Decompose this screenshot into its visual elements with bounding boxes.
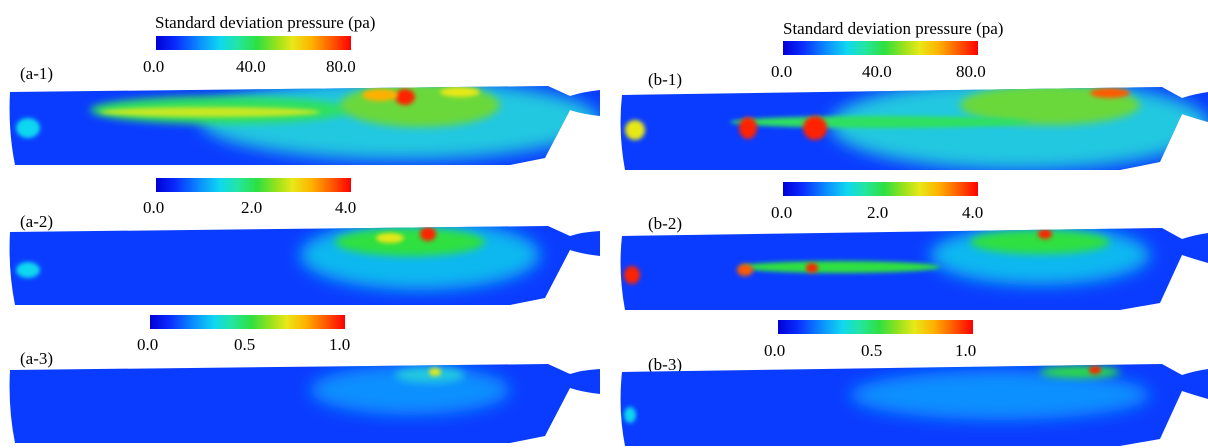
tick-label: 80.0: [326, 57, 356, 76]
tick-label: 0.0: [771, 203, 793, 222]
colorbar-title-left: Standard deviation pressure (pa): [155, 13, 376, 32]
tick-label: 0.0: [143, 57, 165, 76]
tick-label: 0.5: [234, 335, 256, 354]
panel-label-b1: (b-1): [648, 70, 682, 89]
colorbar-a1: [156, 36, 351, 50]
tick-label: 0.5: [861, 341, 883, 360]
panel-label-a2: (a-2): [20, 212, 54, 231]
colorbar-a3: [150, 315, 345, 329]
tick-label: 1.0: [329, 335, 351, 354]
blade-a1: [9, 86, 601, 165]
blade-b1: [620, 87, 1208, 170]
panel-label-a1: (a-1): [20, 64, 54, 83]
colorbar-b1: [783, 41, 978, 55]
tick-label: 0.0: [771, 62, 793, 81]
panel-label-a3: (a-3): [20, 349, 54, 368]
tick-label: 40.0: [236, 57, 266, 76]
colorbar-a2: [156, 178, 351, 192]
tick-label: 2.0: [241, 198, 263, 217]
blade-a3: [9, 364, 601, 443]
tick-label: 80.0: [956, 62, 986, 81]
panel-label-b3: (b-3): [648, 355, 682, 374]
blade-b3: [620, 364, 1208, 446]
tick-label: 0.0: [143, 198, 165, 217]
tick-label: 4.0: [962, 203, 984, 222]
panel-label-b2: (b-2): [648, 214, 682, 233]
colorbar-b2: [783, 182, 978, 196]
tick-label: 0.0: [764, 341, 786, 360]
colorbar-b3: [778, 320, 973, 334]
tick-label: 4.0: [335, 198, 357, 217]
blade-b2: [620, 228, 1208, 310]
colorbar-title-right: Standard deviation pressure (pa): [783, 19, 1004, 38]
tick-label: 0.0: [137, 335, 159, 354]
tick-label: 2.0: [867, 203, 889, 222]
tick-label: 1.0: [955, 341, 977, 360]
blade-a2: [9, 226, 601, 305]
tick-label: 40.0: [862, 62, 892, 81]
